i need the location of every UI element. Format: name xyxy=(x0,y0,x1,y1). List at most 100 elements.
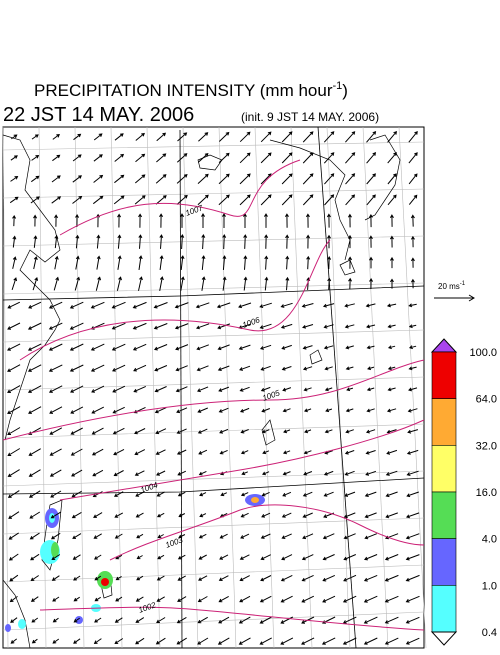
wind-arrow xyxy=(345,345,354,350)
wind-arrow xyxy=(343,574,357,582)
wind-arrow xyxy=(197,386,209,393)
wind-arrow xyxy=(405,574,420,582)
wind-arrow xyxy=(325,408,333,413)
wind-arrow xyxy=(363,595,378,603)
wind-arrow xyxy=(116,276,122,291)
wind-arrow xyxy=(363,554,378,561)
wind-arrow xyxy=(408,152,418,164)
wind-arrow xyxy=(366,173,376,185)
wind-arrow xyxy=(69,301,84,309)
wind-arrow xyxy=(197,152,209,163)
wind-arrow xyxy=(135,596,144,602)
wind-arrow xyxy=(159,255,164,270)
wind-arrow xyxy=(175,386,188,393)
wind-arrow xyxy=(92,195,104,205)
wind-arrow xyxy=(345,194,356,206)
wind-arrow xyxy=(387,173,397,185)
wind-arrow xyxy=(156,491,165,497)
wind-arrow xyxy=(153,302,168,309)
wind-arrow xyxy=(28,406,42,414)
wind-arrow xyxy=(302,324,314,329)
wind-arrow xyxy=(90,364,105,372)
wind-arrow xyxy=(50,490,62,498)
wind-arrow xyxy=(342,616,357,624)
wind-arrow xyxy=(94,575,102,581)
grid-line xyxy=(2,376,425,391)
grid-line xyxy=(2,423,425,439)
wind-arrow xyxy=(29,511,41,519)
wind-arrow xyxy=(222,212,226,228)
colorbar-label: 100.0 xyxy=(469,347,497,359)
wind-arrow xyxy=(52,638,60,644)
wind-arrow xyxy=(9,595,18,603)
wind-arrow xyxy=(302,491,313,497)
wind-arrow xyxy=(366,194,376,206)
wind-arrow xyxy=(201,213,206,228)
wind-arrow xyxy=(259,616,272,624)
wind-arrow xyxy=(343,533,356,540)
grid-line xyxy=(2,470,425,487)
wind-arrow xyxy=(281,533,292,539)
wind-arrow xyxy=(114,638,124,645)
wind-arrow xyxy=(218,194,230,206)
grid-line xyxy=(2,329,425,343)
wind-arrow xyxy=(240,429,249,434)
wind-arrow xyxy=(75,214,80,228)
wind-arrow xyxy=(51,175,61,183)
wind-arrow xyxy=(8,553,19,561)
wind-arrow xyxy=(177,575,186,581)
wind-arrow xyxy=(324,366,333,371)
wind-arrow xyxy=(346,387,354,392)
wind-arrow xyxy=(263,213,268,228)
wind-arrow xyxy=(7,322,21,330)
wind-arrow xyxy=(410,235,415,248)
wind-arrow xyxy=(197,637,209,645)
wind-arrow xyxy=(386,303,397,308)
title-sup: -1 xyxy=(332,80,342,92)
wind-arrow xyxy=(91,448,104,456)
wind-arrow xyxy=(259,595,272,603)
wind-arrow xyxy=(31,617,39,623)
wind-arrow xyxy=(175,365,188,372)
wind-arrow xyxy=(10,638,18,644)
wind-arrow xyxy=(135,153,146,163)
wind-arrow xyxy=(216,302,231,309)
wind-arrow xyxy=(7,406,21,414)
wind-arrow xyxy=(363,616,378,624)
wind-arrow xyxy=(389,214,394,227)
wind-arrow xyxy=(386,408,397,413)
wind-arrow xyxy=(112,406,125,414)
wind-arrow xyxy=(198,554,207,560)
wind-arrow xyxy=(70,385,84,393)
wind-arrow xyxy=(28,448,41,456)
wind-arrow xyxy=(176,449,187,455)
wind-arrow xyxy=(302,345,313,350)
grid-line xyxy=(146,126,161,649)
wind-arrow xyxy=(384,637,399,645)
wind-arrow xyxy=(93,638,102,644)
wind-arrow xyxy=(154,365,168,372)
wind-arrow xyxy=(180,276,185,291)
wind-arrow xyxy=(90,301,105,309)
colorbar-segment xyxy=(431,445,457,493)
wind-arrow xyxy=(178,513,186,518)
wind-arrow xyxy=(344,324,355,329)
wind-arrow xyxy=(69,343,84,351)
wind-arrow xyxy=(218,152,230,163)
wind-arrow xyxy=(302,131,314,143)
wind-arrow xyxy=(343,512,356,519)
wind-arrow xyxy=(90,343,105,351)
wind-arrow xyxy=(387,152,397,164)
wind-arrow xyxy=(344,303,355,308)
wind-arrow xyxy=(261,512,271,518)
wind-arrow xyxy=(138,255,143,270)
wind-arrow xyxy=(368,213,373,228)
wind-arrow xyxy=(28,469,41,477)
wind-arrow xyxy=(238,637,251,645)
wind-arrow xyxy=(7,301,21,309)
wind-arrow xyxy=(159,234,164,249)
wind-arrow xyxy=(48,364,63,372)
title: PRECIPITATION INTENSITY (mm hour-1) xyxy=(34,80,348,100)
colorbar-segment xyxy=(431,351,457,399)
wind-arrow xyxy=(136,575,144,581)
